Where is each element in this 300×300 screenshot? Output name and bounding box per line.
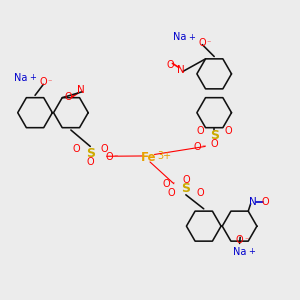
Text: O: O bbox=[167, 60, 174, 70]
Text: O: O bbox=[196, 188, 204, 198]
Text: O: O bbox=[210, 139, 218, 149]
Text: O: O bbox=[182, 175, 190, 185]
Text: +: + bbox=[29, 73, 36, 82]
Text: O: O bbox=[198, 38, 206, 47]
Text: Na: Na bbox=[233, 247, 246, 256]
Text: O: O bbox=[163, 179, 170, 189]
Text: ⁻: ⁻ bbox=[202, 143, 206, 152]
Text: N: N bbox=[77, 85, 85, 95]
Text: S: S bbox=[210, 130, 219, 142]
Text: S: S bbox=[181, 182, 190, 195]
Text: ⁻: ⁻ bbox=[48, 78, 52, 87]
Text: O: O bbox=[65, 92, 73, 102]
Text: Na: Na bbox=[173, 32, 187, 42]
Text: Fe: Fe bbox=[141, 151, 156, 164]
Text: N: N bbox=[249, 197, 257, 207]
Text: ⁻: ⁻ bbox=[207, 38, 211, 47]
Text: O: O bbox=[106, 152, 113, 162]
Text: ⁻: ⁻ bbox=[170, 179, 175, 188]
Text: O: O bbox=[40, 77, 47, 87]
Text: ⁻: ⁻ bbox=[244, 235, 248, 244]
Text: O: O bbox=[72, 144, 80, 154]
Text: O: O bbox=[168, 188, 175, 198]
Text: S: S bbox=[86, 147, 95, 161]
Text: O: O bbox=[86, 157, 94, 167]
Text: O: O bbox=[101, 144, 108, 154]
Text: O: O bbox=[225, 127, 232, 136]
Text: O: O bbox=[196, 127, 204, 136]
Text: ⁻: ⁻ bbox=[113, 152, 118, 161]
Text: O: O bbox=[236, 235, 243, 244]
Text: O: O bbox=[194, 142, 202, 152]
Text: +: + bbox=[248, 247, 255, 256]
Text: +: + bbox=[188, 33, 195, 42]
Text: O: O bbox=[261, 197, 269, 207]
Text: 3+: 3+ bbox=[157, 151, 171, 161]
Text: Na: Na bbox=[14, 73, 28, 83]
Text: N: N bbox=[178, 65, 185, 75]
